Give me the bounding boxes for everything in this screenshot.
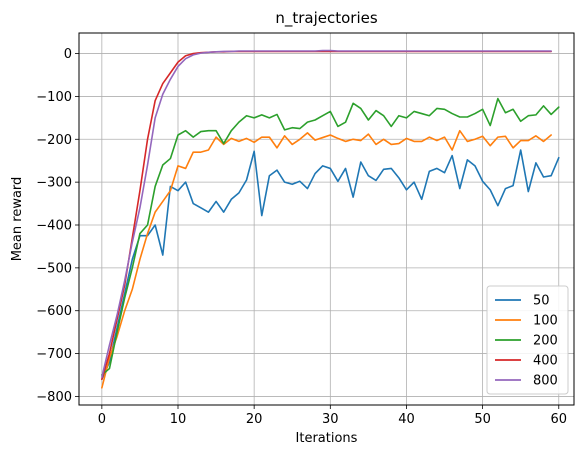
axis-ticks: 0 10 20 30 40 50 60 −800 −700 −600 −500 −400 −300 −20… bbox=[36, 47, 567, 427]
y-tick-label: −100 bbox=[36, 90, 72, 105]
y-tick-label: −800 bbox=[36, 390, 72, 405]
y-tick-label: −400 bbox=[36, 219, 72, 234]
x-tick-label: 20 bbox=[246, 412, 263, 427]
legend-box bbox=[486, 285, 569, 395]
plot-frame bbox=[78, 32, 575, 406]
x-tick-label: 30 bbox=[322, 412, 339, 427]
series-line-100 bbox=[101, 129, 552, 389]
y-tick-label: −300 bbox=[36, 176, 72, 191]
y-axis-label: Mean reward bbox=[10, 177, 25, 262]
x-tick-label: 50 bbox=[474, 412, 491, 427]
chart-title: n_trajectories bbox=[275, 9, 378, 28]
x-tick-label: 10 bbox=[170, 412, 187, 427]
x-tick-label: 40 bbox=[398, 412, 415, 427]
legend-label: 400 bbox=[533, 354, 558, 369]
x-axis-label: Iterations bbox=[296, 431, 358, 446]
y-tick-label: −700 bbox=[36, 347, 72, 362]
y-tick-label: 0 bbox=[64, 47, 72, 62]
series-line-50 bbox=[101, 149, 560, 381]
x-tick-label: 60 bbox=[550, 412, 567, 427]
legend: 50 100 200 400 800 bbox=[486, 285, 569, 395]
series-lines bbox=[101, 49, 560, 389]
y-tick-label: −200 bbox=[36, 133, 72, 148]
legend-label: 200 bbox=[533, 334, 558, 349]
y-tick-label: −500 bbox=[36, 261, 72, 276]
series-line-200 bbox=[101, 97, 560, 376]
series-line-800 bbox=[101, 49, 552, 378]
legend-label: 100 bbox=[533, 314, 558, 329]
x-tick-label: 0 bbox=[98, 412, 106, 427]
legend-label: 50 bbox=[533, 294, 550, 309]
legend-label: 800 bbox=[533, 374, 558, 389]
y-tick-label: −600 bbox=[36, 304, 72, 319]
